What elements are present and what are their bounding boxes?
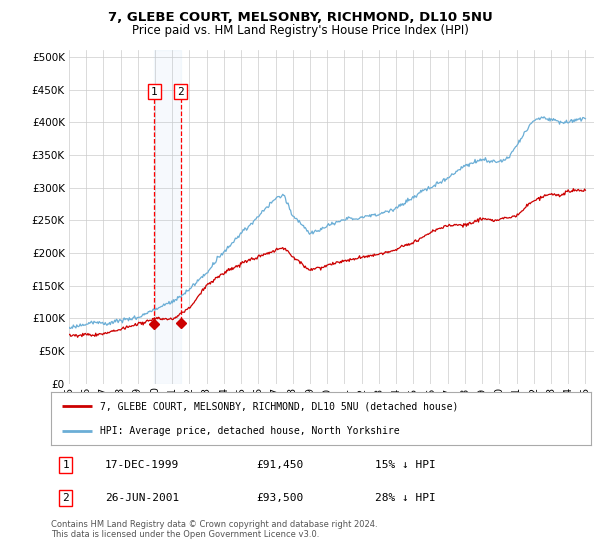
Text: HPI: Average price, detached house, North Yorkshire: HPI: Average price, detached house, Nort…	[100, 426, 399, 436]
Text: 26-JUN-2001: 26-JUN-2001	[105, 493, 179, 503]
Text: 15% ↓ HPI: 15% ↓ HPI	[375, 460, 436, 470]
Text: 2: 2	[62, 493, 69, 503]
Text: 2: 2	[177, 87, 184, 96]
Text: 7, GLEBE COURT, MELSONBY, RICHMOND, DL10 5NU (detached house): 7, GLEBE COURT, MELSONBY, RICHMOND, DL10…	[100, 402, 458, 412]
Bar	[154, 50, 181, 384]
Text: 28% ↓ HPI: 28% ↓ HPI	[375, 493, 436, 503]
Text: £93,500: £93,500	[256, 493, 304, 503]
Text: Contains HM Land Registry data © Crown copyright and database right 2024.
This d: Contains HM Land Registry data © Crown c…	[51, 520, 377, 539]
Text: 1: 1	[151, 87, 158, 96]
Text: £91,450: £91,450	[256, 460, 304, 470]
Text: 17-DEC-1999: 17-DEC-1999	[105, 460, 179, 470]
Text: 7, GLEBE COURT, MELSONBY, RICHMOND, DL10 5NU: 7, GLEBE COURT, MELSONBY, RICHMOND, DL10…	[107, 11, 493, 24]
Text: 1: 1	[62, 460, 69, 470]
Text: Price paid vs. HM Land Registry's House Price Index (HPI): Price paid vs. HM Land Registry's House …	[131, 24, 469, 36]
